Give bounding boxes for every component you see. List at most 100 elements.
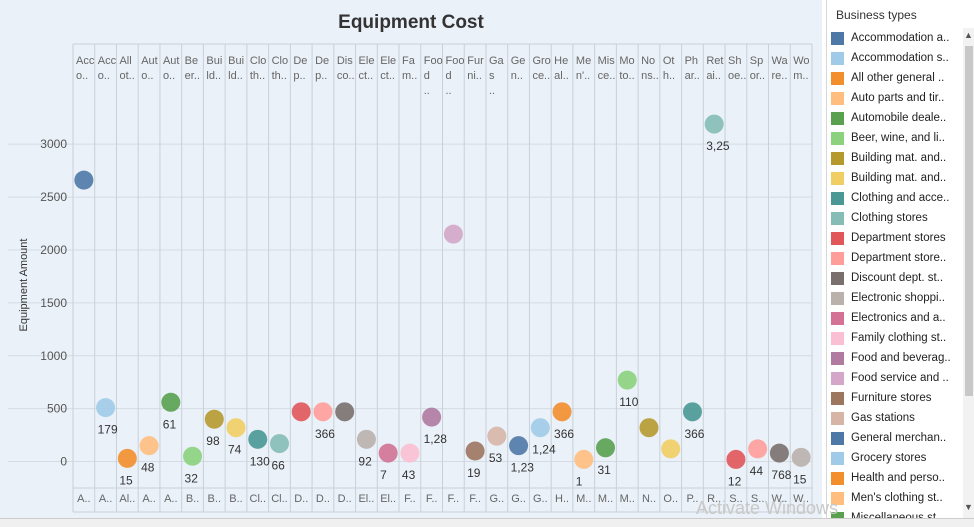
column-header-label: Ga — [489, 55, 505, 67]
legend-item[interactable]: Building mat. and.. — [831, 168, 963, 188]
legend-item-label: Building mat. and.. — [851, 152, 947, 164]
legend-item-label: Gas stations — [851, 412, 915, 424]
legend-item[interactable]: Family clothing st.. — [831, 328, 963, 348]
legend-item-label: Family clothing st.. — [851, 332, 947, 344]
data-label: 74 — [228, 443, 242, 457]
legend-item[interactable]: Department store.. — [831, 248, 963, 268]
legend-item[interactable]: All other general .. — [831, 68, 963, 88]
legend-swatch — [831, 191, 844, 205]
column-header-label: n.. — [511, 70, 523, 82]
column-header-label: th.. — [250, 70, 265, 82]
data-point — [248, 429, 268, 449]
legend-item-label: Grocery stores — [851, 452, 927, 464]
column-header-label: Clo — [250, 55, 267, 67]
y-tick-label: 1000 — [40, 349, 67, 363]
data-label: 12 — [728, 474, 742, 488]
column-header-label: p.. — [315, 70, 327, 82]
column-header-label: Aut — [163, 55, 180, 67]
legend-item[interactable]: Clothing stores — [831, 208, 963, 228]
chart-panel: Equipment Cost 0 500 1000 1500 2000 2500 3000 E… — [0, 0, 822, 518]
column-header-label: ld.. — [206, 70, 221, 82]
legend-swatch — [831, 211, 844, 225]
legend-item[interactable]: Food service and .. — [831, 368, 963, 388]
column-header-label: re.. — [772, 70, 788, 82]
legend-item[interactable]: Accommodation a.. — [831, 28, 963, 48]
legend-item[interactable]: Grocery stores — [831, 448, 963, 468]
legend-swatch — [831, 411, 844, 425]
legend-item[interactable]: Accommodation s.. — [831, 48, 963, 68]
column-footer-label: W.. — [771, 493, 787, 505]
scatter-plot: 0 500 1000 1500 2000 2500 3000 Equipment Amount… — [8, 43, 813, 513]
legend-swatch — [831, 491, 844, 505]
legend-item[interactable]: Health and perso.. — [831, 468, 963, 488]
legend-swatch — [831, 31, 844, 45]
data-label: 768 — [771, 468, 791, 482]
column-header-label: Aut — [141, 55, 158, 67]
column-header-label: h.. — [663, 70, 675, 82]
column-header-label: ld.. — [228, 70, 243, 82]
legend-swatch — [831, 371, 844, 385]
legend-swatch — [831, 271, 844, 285]
legend-item-label: Beer, wine, and li.. — [851, 132, 945, 144]
legend-item[interactable]: Building mat. and.. — [831, 148, 963, 168]
legend-item[interactable]: Clothing and acce.. — [831, 188, 963, 208]
column-footer-label: B.. — [229, 493, 242, 505]
legend-item[interactable]: Miscellaneous st.. — [831, 508, 963, 518]
legend-item[interactable]: Gas stations — [831, 408, 963, 428]
legend-item[interactable]: Electronic shoppi.. — [831, 288, 963, 308]
legend-item-label: Clothing and acce.. — [851, 192, 950, 204]
column-header-label: No — [641, 55, 655, 67]
legend-swatch — [831, 151, 844, 165]
data-point — [400, 443, 420, 463]
legend-item[interactable]: Auto parts and tir.. — [831, 88, 963, 108]
data-point — [574, 449, 594, 469]
data-label: 43 — [402, 468, 416, 482]
y-tick-label: 0 — [60, 455, 67, 469]
legend-item[interactable]: Electronics and a.. — [831, 308, 963, 328]
column-footer-label: Cl.. — [250, 493, 267, 505]
legend-item-label: Health and perso.. — [851, 472, 945, 484]
legend-item-label: Electronic shoppi.. — [851, 292, 945, 304]
legend-item[interactable]: Department stores — [831, 228, 963, 248]
legend-item[interactable]: Beer, wine, and li.. — [831, 128, 963, 148]
legend-item[interactable]: Furniture stores — [831, 388, 963, 408]
y-tick-label: 2000 — [40, 243, 67, 257]
legend-scrollbar[interactable]: ▲ ▼ — [963, 28, 974, 518]
data-point — [530, 418, 550, 438]
column-header-label: Ge — [511, 55, 526, 67]
data-point — [552, 402, 572, 422]
legend-item[interactable]: Food and beverag.. — [831, 348, 963, 368]
data-label: 366 — [684, 427, 704, 441]
column-header-label: ce.. — [532, 70, 550, 82]
scroll-up-icon[interactable]: ▲ — [964, 30, 973, 40]
column-footer-label: W.. — [793, 493, 809, 505]
legend-swatch — [831, 131, 844, 145]
data-point — [791, 447, 811, 467]
data-label: 1,23 — [511, 461, 535, 475]
legend-item-label: Auto parts and tir.. — [851, 92, 945, 104]
column-header-label: th.. — [272, 70, 287, 82]
legend-item-label: General merchan.. — [851, 432, 947, 444]
column-footer-label: M.. — [620, 493, 635, 505]
column-footer-label: D.. — [294, 493, 308, 505]
scroll-thumb[interactable] — [965, 46, 973, 396]
column-header-label: Me — [576, 55, 591, 67]
column-header-label: Sh — [728, 55, 741, 67]
chart-title: Equipment Cost — [338, 12, 484, 33]
data-point — [704, 114, 724, 134]
data-label: 98 — [206, 434, 220, 448]
data-label: 179 — [98, 423, 118, 437]
legend-swatch — [831, 471, 844, 485]
data-label: 66 — [271, 459, 285, 473]
column-header-label: Ele — [380, 55, 396, 67]
legend-item[interactable]: Automobile deale.. — [831, 108, 963, 128]
column-header-label: n'.. — [576, 70, 590, 82]
legend-item-label: Food and beverag.. — [851, 352, 951, 364]
scroll-down-icon[interactable]: ▼ — [964, 502, 973, 512]
legend-item[interactable]: Men's clothing st.. — [831, 488, 963, 508]
data-label: 366 — [554, 427, 574, 441]
column-header-label: .. — [424, 85, 430, 97]
legend-item[interactable]: General merchan.. — [831, 428, 963, 448]
legend-item[interactable]: Discount dept. st.. — [831, 268, 963, 288]
data-point — [161, 392, 181, 412]
